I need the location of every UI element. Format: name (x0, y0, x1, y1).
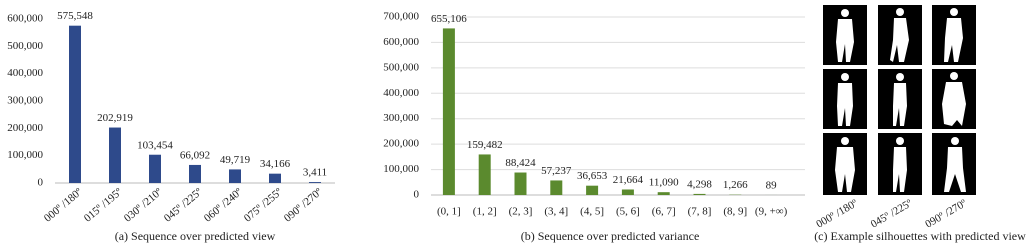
value-label: 575,548 (57, 10, 93, 22)
bar (309, 182, 321, 183)
value-label: 11,090 (649, 177, 679, 189)
value-label: 202,919 (97, 112, 133, 124)
y-tick-label: 300,000 (7, 95, 43, 107)
bar (693, 193, 706, 195)
bar (550, 180, 563, 195)
value-label: 89 (766, 180, 778, 192)
y-tick-label: 100,000 (383, 163, 419, 175)
x-tick-label: (2, 3] (509, 206, 533, 218)
bar (478, 154, 491, 195)
bar (514, 172, 527, 195)
silhouettes (823, 5, 976, 195)
x-tick-label: 090º /270º (282, 186, 325, 225)
x-tick-label: 000º /180º (42, 186, 85, 225)
x-tick-label: (6, 7] (652, 206, 676, 218)
x-tick-label: (8, 9] (723, 206, 747, 218)
caption: (c) Example silhouettes with predicted v… (814, 229, 1026, 243)
value-label: 1,266 (723, 179, 748, 191)
x-tick-label: (1, 2] (473, 206, 497, 218)
value-label: 159,482 (467, 139, 503, 151)
value-label: 34,166 (260, 158, 291, 170)
value-label: 4,298 (687, 178, 712, 190)
bar (109, 127, 121, 183)
x-tick-label: 015º /195º (82, 186, 125, 225)
value-label: 21,664 (613, 174, 644, 186)
bar (149, 154, 161, 183)
value-label: 66,092 (180, 149, 210, 161)
bar (69, 25, 81, 183)
x-tick-label: 030º /210º (122, 186, 165, 225)
view-label: 090º /270º (923, 197, 969, 231)
x-tick-label: (0, 1] (437, 206, 461, 218)
x-tick-label: (7, 8] (688, 206, 712, 218)
bar (621, 189, 634, 195)
view-label: 045º /225º (869, 197, 915, 231)
y-tick-label: 400,000 (7, 67, 43, 79)
y-tick-label: 500,000 (383, 61, 419, 73)
caption: (a) Sequence over predicted view (115, 229, 276, 243)
y-tick-label: 200,000 (7, 122, 43, 134)
y-tick-label: 200,000 (383, 138, 419, 150)
x-tick-label: (5, 6] (616, 206, 640, 218)
value-label: 57,237 (541, 165, 572, 177)
view-label: 000º /180º (814, 197, 860, 231)
y-tick-label: 300,000 (383, 112, 419, 124)
value-label: 655,106 (431, 13, 467, 25)
x-tick-label: (3, 4] (544, 206, 568, 218)
x-tick-label: (9, +∞) (755, 206, 788, 218)
bar (657, 192, 670, 195)
x-tick-label: 045º /225º (162, 186, 205, 225)
bar (442, 28, 455, 195)
y-tick-label: 500,000 (7, 40, 43, 52)
y-tick-label: 700,000 (383, 11, 419, 23)
y-tick-label: 100,000 (7, 149, 43, 161)
value-label: 103,454 (137, 139, 173, 151)
value-label: 3,411 (303, 167, 327, 179)
bar (189, 164, 201, 183)
x-tick-label: 060º /240º (202, 186, 245, 225)
y-tick-label: 0 (38, 177, 44, 189)
bar (229, 169, 241, 183)
value-label: 49,719 (220, 154, 251, 166)
value-label: 88,424 (505, 157, 536, 169)
caption: (b) Sequence over predicted variance (521, 229, 700, 243)
value-label: 36,653 (577, 170, 608, 182)
bar (586, 185, 599, 195)
x-tick-label: 075º /255º (242, 186, 285, 225)
y-tick-label: 600,000 (383, 36, 419, 48)
x-tick-label: (4, 5] (580, 206, 604, 218)
bar (269, 173, 281, 183)
y-tick-label: 600,000 (7, 13, 43, 25)
y-tick-label: 400,000 (383, 87, 419, 99)
y-tick-label: 0 (414, 189, 420, 201)
